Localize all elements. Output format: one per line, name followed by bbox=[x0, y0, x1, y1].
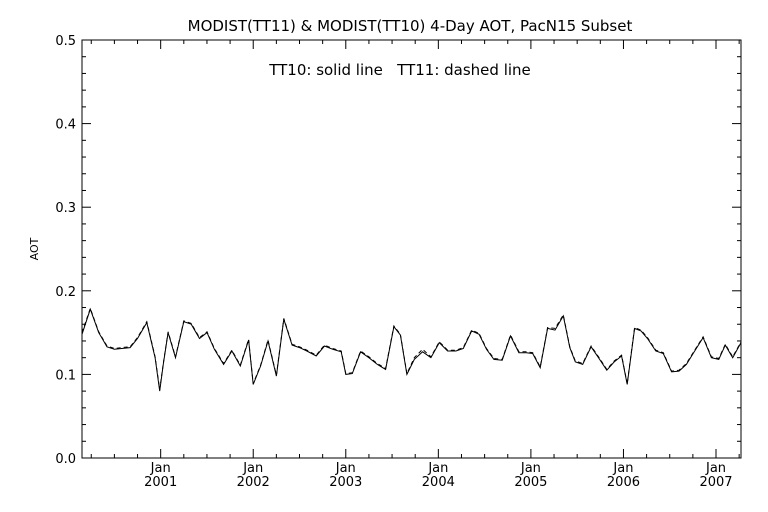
x-tick-year-label: 2003 bbox=[329, 475, 362, 490]
x-tick-year-label: 2005 bbox=[514, 475, 547, 490]
x-tick-month-label: Jan bbox=[520, 461, 541, 476]
y-tick-label: 0.3 bbox=[55, 201, 76, 216]
y-tick-label: 0.2 bbox=[55, 285, 76, 300]
y-axis-label: AOT bbox=[28, 237, 41, 260]
x-tick-year-label: 2004 bbox=[422, 475, 455, 490]
chart-title: MODIST(TT11) & MODIST(TT10) 4-Day AOT, P… bbox=[188, 17, 633, 35]
x-tick-month-label: Jan bbox=[335, 461, 356, 476]
y-tick-label: 0.0 bbox=[55, 452, 76, 467]
y-tick-label: 0.5 bbox=[55, 34, 76, 49]
x-tick-month-label: Jan bbox=[242, 461, 263, 476]
x-tick-month-label: Jan bbox=[427, 461, 448, 476]
series-lines bbox=[81, 306, 742, 392]
x-tick-year-label: 2007 bbox=[699, 475, 732, 490]
y-tick-label: 0.1 bbox=[55, 368, 76, 383]
x-tick-year-label: 2006 bbox=[607, 475, 640, 490]
plot-frame bbox=[81, 39, 742, 459]
y-axis-ticks: 0.0 0.1 0.2 0.3 0.4 0.5 bbox=[55, 34, 741, 467]
series-line-tt11-dashed bbox=[81, 306, 742, 390]
x-tick-month-label: Jan bbox=[150, 461, 171, 476]
x-tick-month-label: Jan bbox=[612, 461, 633, 476]
x-axis-ticks: Jan2001Jan2002Jan2003Jan2004Jan2005Jan20… bbox=[90, 40, 740, 490]
x-tick-year-label: 2002 bbox=[237, 475, 270, 490]
x-tick-year-label: 2001 bbox=[144, 475, 177, 490]
y-tick-label: 0.4 bbox=[55, 118, 76, 133]
series-line-tt10-solid bbox=[81, 307, 742, 392]
line-style-legend: TT10: solid line TT11: dashed line bbox=[268, 61, 531, 79]
x-tick-month-label: Jan bbox=[705, 461, 726, 476]
